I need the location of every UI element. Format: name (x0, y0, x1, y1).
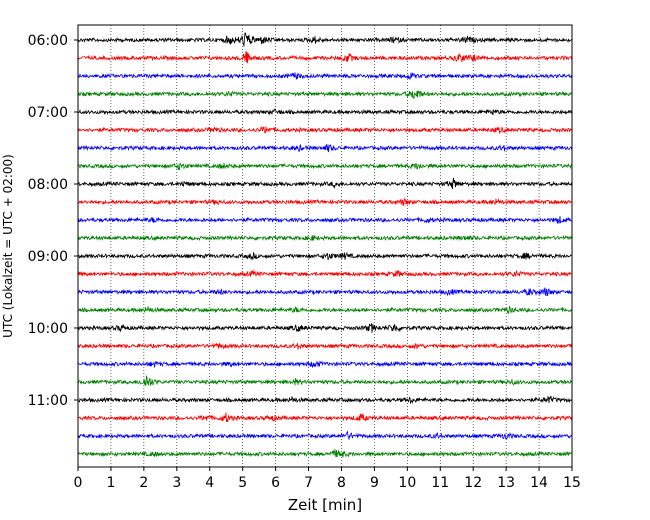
trace-1000 (77, 323, 573, 333)
trace-0700 (77, 108, 573, 116)
plot-background (78, 25, 572, 467)
trace-1100 (77, 395, 573, 405)
x-axis-ticks: 0 1 2 3 4 5 6 7 8 9 10 11 12 13 14 15 (74, 467, 581, 491)
y-tick-label: 07:00 (28, 105, 68, 121)
x-tick-label: 8 (337, 475, 346, 491)
x-tick-label: 0 (74, 475, 83, 491)
x-tick-label: 1 (106, 475, 115, 491)
y-tick-label: 09:00 (28, 249, 68, 265)
trace-0915 (77, 269, 573, 278)
trace-0600 (77, 32, 573, 47)
x-tick-label: 6 (271, 475, 280, 491)
x-tick-label: 7 (304, 475, 313, 491)
x-tick-label: 12 (464, 475, 482, 491)
x-tick-label: 13 (497, 475, 515, 491)
trace-0645 (77, 90, 573, 99)
trace-0845 (77, 234, 573, 242)
y-axis-label: UTC (Lokalzeit = UTC + 02:00) (1, 154, 15, 338)
trace-0815 (77, 197, 573, 206)
x-tick-label: 11 (431, 475, 449, 491)
y-axis-ticks: 06:00 07:00 08:00 09:00 10:00 11:00 (28, 33, 78, 409)
trace-1030 (77, 360, 573, 369)
x-tick-label: 2 (139, 475, 148, 491)
x-tick-label: 10 (398, 475, 416, 491)
trace-0930 (77, 287, 573, 297)
y-tick-label: 08:00 (28, 177, 68, 193)
y-tick-label: 10:00 (28, 321, 68, 337)
trace-0630 (77, 71, 573, 81)
trace-1145 (77, 449, 573, 458)
trace-0730 (77, 143, 573, 153)
x-tick-label: 14 (530, 475, 548, 491)
x-axis-label: Zeit [min] (288, 496, 362, 514)
trace-0715 (77, 125, 573, 135)
trace-0615 (77, 51, 573, 64)
x-tick-label: 5 (238, 475, 247, 491)
trace-1115 (77, 412, 573, 423)
y-tick-label: 11:00 (28, 393, 68, 409)
trace-0800 (77, 177, 573, 189)
x-tick-label: 9 (370, 475, 379, 491)
trace-group (77, 32, 573, 458)
trace-1130 (77, 430, 573, 441)
x-tick-label: 3 (172, 475, 181, 491)
trace-0900 (77, 251, 573, 261)
trace-0830 (77, 216, 573, 224)
trace-1015 (77, 342, 573, 351)
plot-frame (77, 24, 573, 468)
x-tick-label: 15 (563, 475, 581, 491)
y-tick-label: 06:00 (28, 33, 68, 49)
x-tick-label: 4 (205, 475, 214, 491)
trace-0945 (77, 305, 573, 315)
trace-0745 (77, 162, 573, 171)
trace-1045 (77, 375, 573, 387)
